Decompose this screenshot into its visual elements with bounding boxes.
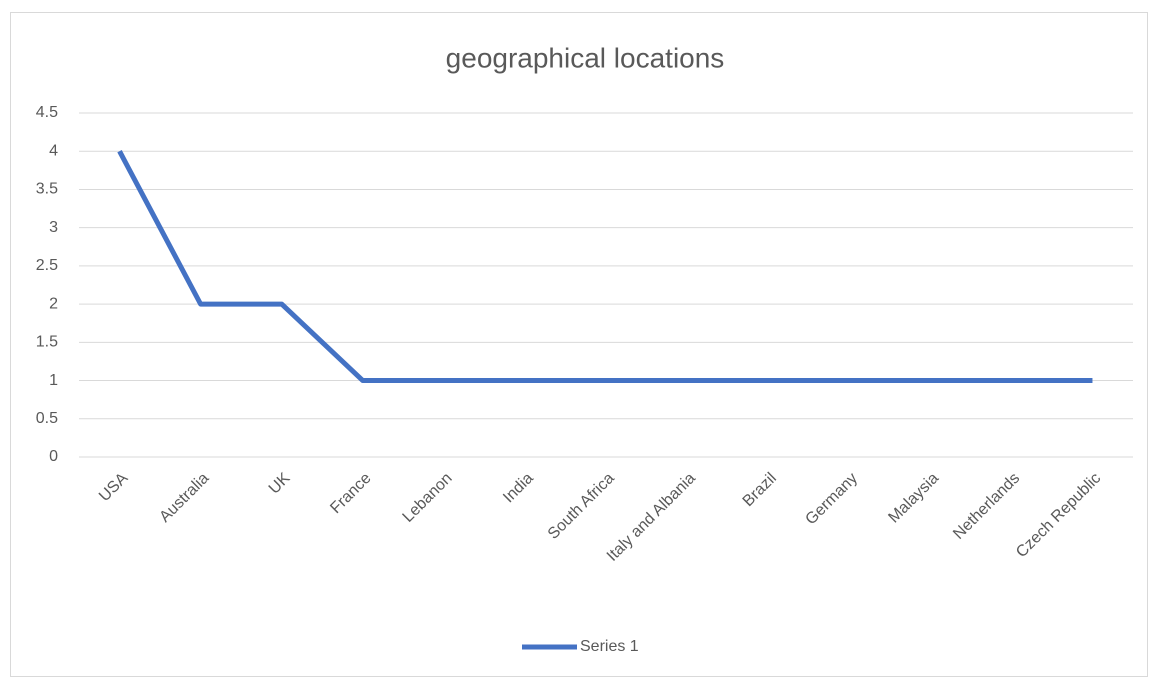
y-tick-label: 4.5 bbox=[36, 104, 58, 121]
y-tick-label: 0 bbox=[49, 448, 58, 465]
chart-frame bbox=[10, 12, 1148, 677]
y-tick-label: 1.5 bbox=[36, 334, 58, 351]
y-tick-label: 2 bbox=[49, 295, 58, 312]
y-tick-label: 4 bbox=[49, 142, 58, 159]
legend-label: Series 1 bbox=[580, 638, 639, 655]
y-tick-label: 3 bbox=[49, 219, 58, 236]
y-tick-label: 1 bbox=[49, 372, 58, 389]
y-tick-label: 0.5 bbox=[36, 410, 58, 427]
y-tick-label: 2.5 bbox=[36, 257, 58, 274]
y-tick-label: 3.5 bbox=[36, 181, 58, 198]
series-line bbox=[117, 150, 1093, 384]
chart-title: geographical locations bbox=[446, 42, 725, 73]
